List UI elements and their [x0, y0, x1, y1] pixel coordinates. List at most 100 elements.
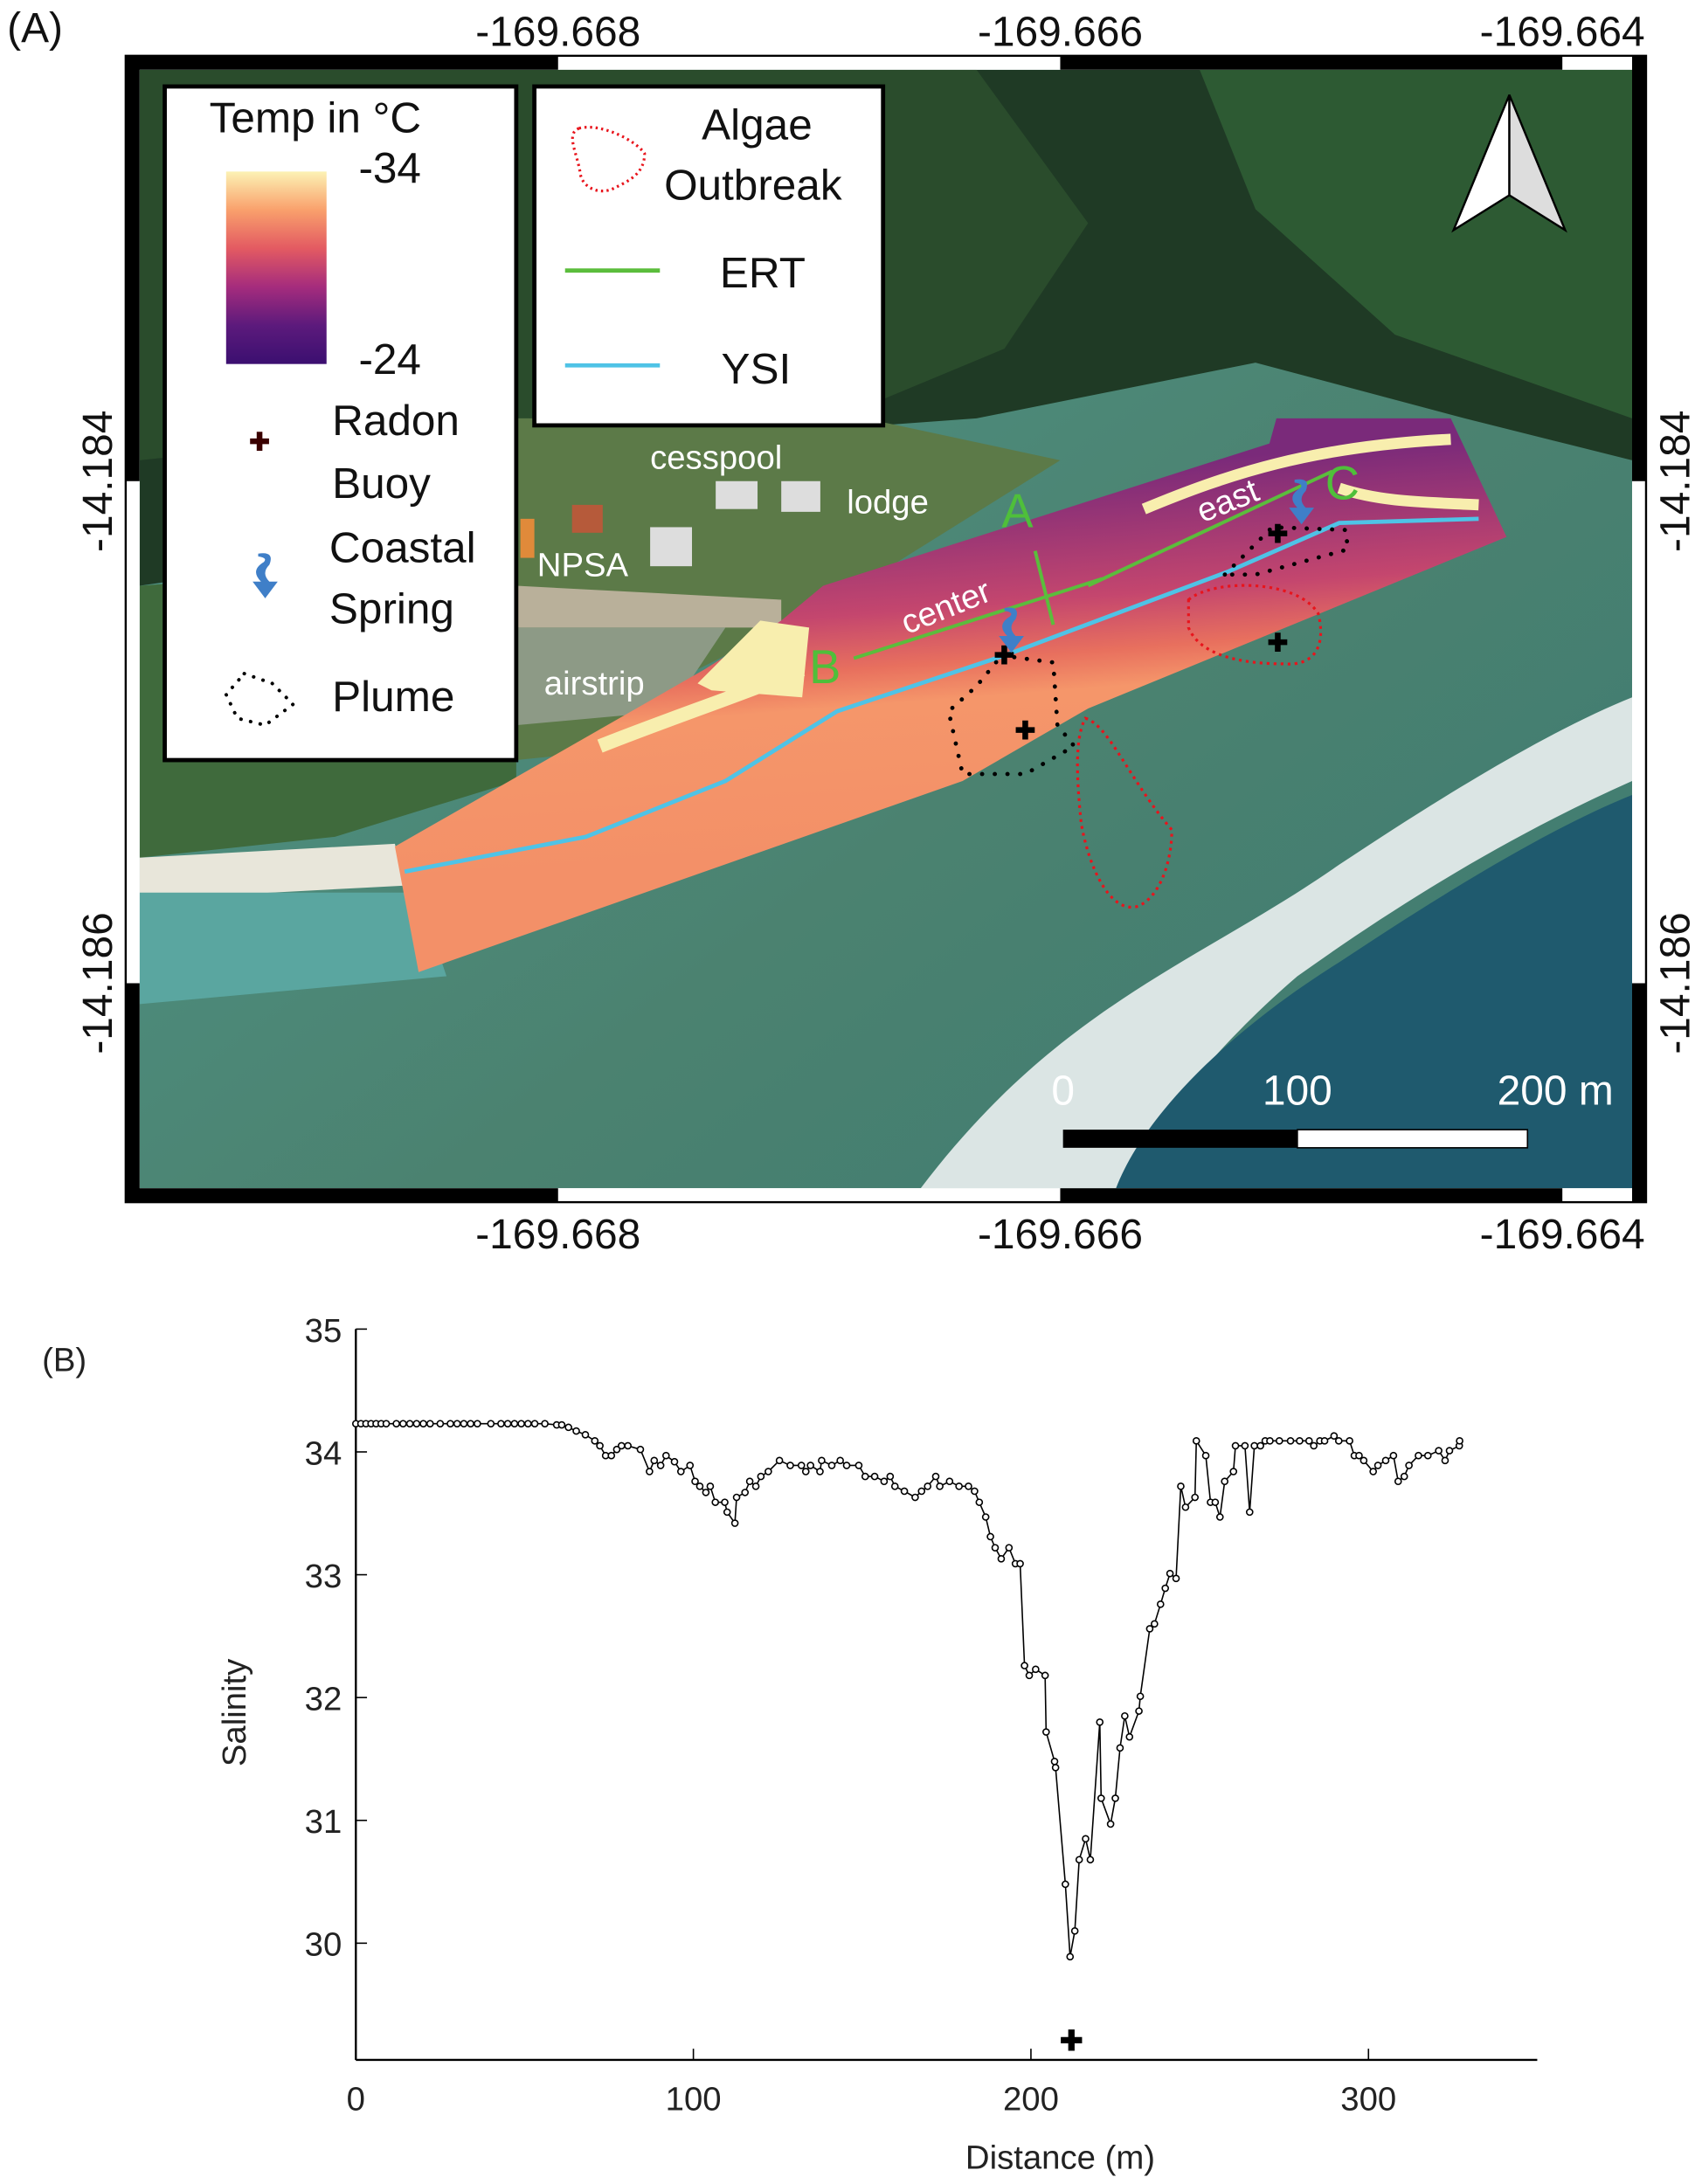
salinity-point: [1151, 1620, 1159, 1628]
salinity-point: [1245, 1508, 1254, 1517]
salinity-point: [591, 1437, 599, 1445]
salinity-point: [1373, 1462, 1382, 1469]
colorbar-max-label: -34: [358, 144, 421, 192]
y-tick-label: 34: [305, 1434, 342, 1472]
salinity-point: [706, 1482, 715, 1490]
salinity-point: [1250, 1441, 1259, 1450]
legend-temperature: Temp in °C -34 -24 ✚ Radon Buoy Coastal …: [163, 84, 519, 763]
salinity-point: [618, 1441, 626, 1450]
salinity-point: [1032, 1665, 1040, 1674]
salinity-point: [1334, 1437, 1343, 1445]
salinity-point: [801, 1468, 810, 1476]
salinity-point: [1201, 1451, 1210, 1460]
salinity-point: [1062, 1880, 1069, 1889]
salinity-point: [436, 1420, 445, 1427]
salinity-point: [818, 1456, 826, 1465]
place-label-airstrip: airstrip: [544, 665, 645, 702]
salinity-point: [890, 1482, 899, 1490]
salinity-point: [1405, 1462, 1413, 1469]
salinity-point: [1136, 1692, 1145, 1701]
salinity-point: [695, 1482, 704, 1490]
salinity-point: [965, 1482, 972, 1490]
north-arrow-icon: [1451, 94, 1567, 233]
salinity-point: [911, 1493, 919, 1502]
salinity-point: [1394, 1477, 1402, 1486]
salinity-point: [721, 1498, 729, 1506]
scale-label-200: 200 m: [1498, 1068, 1614, 1114]
salinity-point: [1286, 1437, 1295, 1445]
radon-buoy-plus-icon: ✚: [1015, 717, 1036, 745]
legend-algae-line1: Algae: [702, 101, 813, 149]
salinity-point: [662, 1451, 670, 1460]
salinity-point: [474, 1420, 481, 1427]
radon-buoy-plus-icon: ✚: [1267, 630, 1288, 658]
salinity-point: [1121, 1711, 1129, 1720]
lon-tick-top-3: -169.664: [1480, 10, 1645, 56]
salinity-point: [1116, 1744, 1124, 1752]
legend-spring-line2: Spring: [329, 585, 454, 633]
salinity-point: [955, 1482, 963, 1490]
salinity-point: [827, 1462, 836, 1469]
salinity-point: [1161, 1584, 1170, 1593]
x-axis-label: Distance (m): [965, 2139, 1155, 2176]
salinity-point: [382, 1420, 391, 1427]
lon-tick-bottom-3: -169.664: [1480, 1212, 1645, 1258]
transect-label-b: B: [809, 640, 841, 694]
salinity-point: [1400, 1472, 1408, 1481]
salinity-point: [1231, 1441, 1240, 1450]
salinity-point: [1381, 1456, 1390, 1465]
coastal-spring-arrow-icon: [253, 553, 278, 598]
salinity-point: [797, 1462, 806, 1469]
lat-tick-left-2: -14.186: [75, 912, 121, 1054]
salinity-point: [1097, 1794, 1105, 1802]
salinity-point: [412, 1420, 421, 1427]
legend-radon-line2: Buoy: [332, 460, 431, 508]
salinity-point: [751, 1482, 760, 1490]
legend-spring-line1: Coastal: [329, 523, 476, 571]
legend-plume-label: Plume: [332, 673, 454, 721]
salinity-point: [1346, 1437, 1353, 1445]
salinity-point: [723, 1508, 731, 1517]
x-tick-label: 300: [1340, 2080, 1396, 2118]
salinity-point: [1050, 1757, 1059, 1766]
salinity-point: [1086, 1856, 1095, 1864]
salinity-point: [806, 1462, 814, 1469]
lat-tick-right-1: -14.184: [1652, 411, 1699, 552]
salinity-point: [453, 1420, 461, 1427]
salinity-point: [1096, 1717, 1104, 1726]
salinity-point: [572, 1427, 580, 1435]
salinity-point: [1070, 1926, 1079, 1935]
map-frame: [125, 55, 1646, 1203]
salinity-point: [936, 1482, 944, 1490]
salinity-point: [765, 1468, 772, 1476]
salinity-point: [900, 1487, 909, 1496]
lon-tick-bottom-1: -169.668: [475, 1212, 640, 1258]
y-tick-label: 32: [305, 1681, 342, 1718]
salinity-point: [581, 1430, 590, 1439]
lat-tick-right-2: -14.186: [1652, 912, 1699, 1054]
salinity-point: [1041, 1671, 1049, 1680]
ert-line-east: [1087, 469, 1333, 588]
salinity-point: [564, 1423, 572, 1432]
salinity-point: [945, 1477, 954, 1486]
salinity-point: [1021, 1662, 1028, 1669]
plume-dotted-outline-icon: [224, 671, 296, 728]
salinity-point: [757, 1472, 765, 1481]
salinity-point: [1106, 1820, 1115, 1828]
salinity-point: [517, 1420, 525, 1427]
salinity-point: [691, 1477, 699, 1486]
salinity-point: [676, 1468, 685, 1476]
salinity-point: [924, 1482, 932, 1490]
salinity-point: [730, 1519, 739, 1527]
salinity-point: [1445, 1447, 1454, 1455]
salinity-chart: 0 100 200 300 30 31 32 33 34 35 ✚ Distance (m) Sa…: [216, 1312, 1538, 2176]
salinity-point: [1181, 1503, 1190, 1511]
ert-line-center: [853, 577, 1103, 660]
salinity-point: [656, 1462, 665, 1469]
salinity-point: [446, 1420, 454, 1427]
salinity-point: [624, 1441, 632, 1450]
salinity-point: [1082, 1835, 1090, 1843]
salinity-point: [786, 1462, 794, 1469]
legend-radon-line1: Radon: [332, 397, 460, 445]
